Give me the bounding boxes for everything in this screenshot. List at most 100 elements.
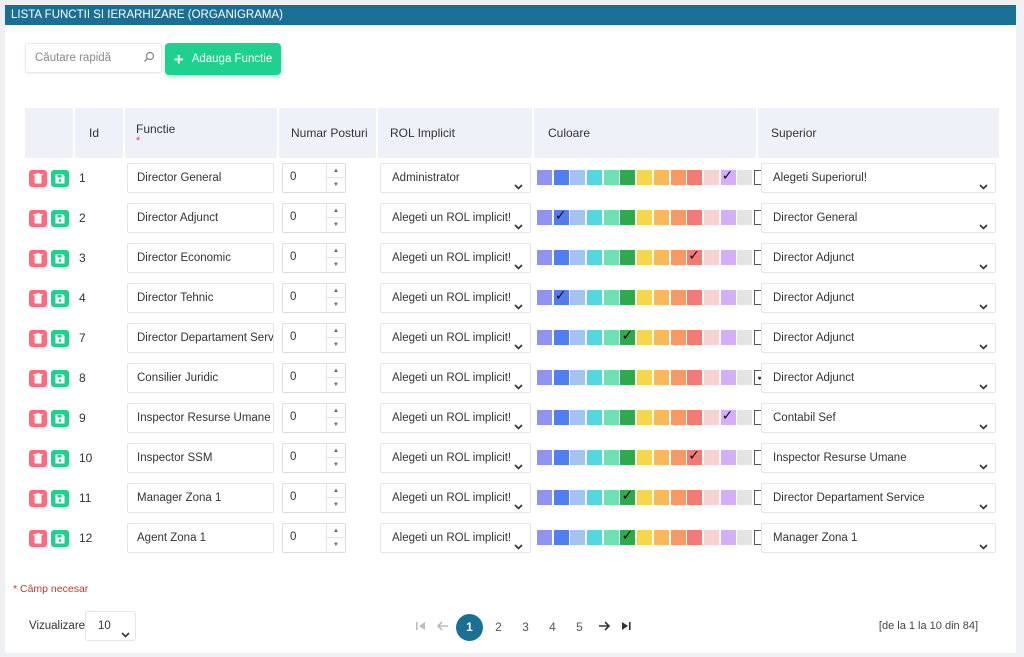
color-swatch[interactable] bbox=[570, 410, 586, 425]
color-swatch[interactable] bbox=[720, 290, 736, 305]
decrement-icon[interactable]: ▼ bbox=[333, 542, 339, 548]
color-swatch[interactable] bbox=[653, 170, 669, 185]
decrement-icon[interactable]: ▼ bbox=[333, 462, 339, 468]
save-button[interactable] bbox=[51, 410, 69, 427]
color-swatch[interactable] bbox=[537, 410, 552, 425]
color-swatch[interactable] bbox=[587, 250, 603, 265]
decrement-icon[interactable]: ▼ bbox=[333, 342, 339, 348]
superior-select[interactable]: Manager Zona 1 bbox=[761, 523, 996, 553]
color-swatch[interactable] bbox=[737, 290, 753, 305]
increment-icon[interactable]: ▲ bbox=[327, 284, 345, 298]
color-swatch[interactable] bbox=[737, 490, 753, 505]
color-swatch[interactable] bbox=[687, 330, 703, 345]
save-button[interactable] bbox=[51, 170, 69, 187]
color-swatch[interactable] bbox=[653, 290, 669, 305]
color-swatch[interactable] bbox=[720, 450, 736, 465]
color-swatch[interactable]: ✓ bbox=[687, 247, 703, 265]
function-name-input[interactable]: Inspector Resurse Umane bbox=[127, 403, 274, 433]
save-button[interactable] bbox=[51, 210, 69, 227]
color-swatch[interactable] bbox=[537, 370, 552, 385]
color-swatch[interactable] bbox=[703, 170, 719, 185]
page-5[interactable]: 5 bbox=[576, 620, 583, 634]
color-swatch[interactable] bbox=[653, 250, 669, 265]
color-swatch[interactable] bbox=[720, 250, 736, 265]
color-swatch[interactable] bbox=[670, 410, 686, 425]
color-swatch[interactable] bbox=[570, 490, 586, 505]
increment-icon[interactable]: ▲ bbox=[327, 204, 345, 218]
color-swatch[interactable] bbox=[637, 450, 653, 465]
color-swatch[interactable] bbox=[720, 530, 736, 545]
color-swatch[interactable] bbox=[653, 370, 669, 385]
color-swatch[interactable] bbox=[687, 490, 703, 505]
color-swatch[interactable] bbox=[670, 170, 686, 185]
superior-select[interactable]: Inspector Resurse Umane bbox=[761, 443, 996, 473]
color-swatch[interactable] bbox=[703, 450, 719, 465]
color-swatch[interactable] bbox=[553, 490, 569, 505]
page-3[interactable]: 3 bbox=[522, 620, 529, 634]
color-swatch[interactable] bbox=[603, 290, 619, 305]
color-swatch[interactable] bbox=[553, 530, 569, 545]
color-swatch[interactable] bbox=[603, 370, 619, 385]
color-swatch[interactable] bbox=[737, 450, 753, 465]
color-swatch[interactable]: ✓ bbox=[720, 167, 736, 185]
color-swatch[interactable] bbox=[637, 250, 653, 265]
color-swatch[interactable] bbox=[570, 530, 586, 545]
decrement-icon[interactable]: ▼ bbox=[333, 182, 339, 188]
superior-select[interactable]: Director Adjunct bbox=[761, 243, 996, 273]
color-swatch[interactable] bbox=[570, 250, 586, 265]
color-swatch[interactable] bbox=[553, 330, 569, 345]
role-select[interactable]: Alegeti un ROL implicit! bbox=[380, 363, 531, 393]
color-swatch[interactable] bbox=[737, 170, 753, 185]
decrement-icon[interactable]: ▼ bbox=[333, 502, 339, 508]
delete-button[interactable] bbox=[29, 290, 47, 307]
decrement-icon[interactable]: ▼ bbox=[333, 422, 339, 428]
color-swatch[interactable] bbox=[737, 370, 753, 385]
page-4[interactable]: 4 bbox=[549, 620, 556, 634]
delete-button[interactable] bbox=[29, 530, 47, 547]
color-swatch[interactable] bbox=[687, 530, 703, 545]
posturi-stepper[interactable]: 0 ▲ ▼ bbox=[282, 483, 346, 513]
color-swatch[interactable] bbox=[603, 490, 619, 505]
save-button[interactable] bbox=[51, 330, 69, 347]
increment-icon[interactable]: ▲ bbox=[327, 444, 345, 458]
superior-select[interactable]: Director Adjunct bbox=[761, 323, 996, 353]
first-page-icon[interactable] bbox=[410, 620, 432, 634]
color-swatch[interactable] bbox=[620, 450, 636, 465]
color-swatch[interactable]: ✓ bbox=[687, 447, 703, 465]
decrement-icon[interactable]: ▼ bbox=[333, 262, 339, 268]
posturi-stepper[interactable]: 0 ▲ ▼ bbox=[282, 403, 346, 433]
delete-button[interactable] bbox=[29, 450, 47, 467]
color-swatch[interactable] bbox=[670, 490, 686, 505]
color-swatch[interactable] bbox=[653, 450, 669, 465]
prev-page-icon[interactable] bbox=[432, 620, 454, 634]
color-swatch[interactable] bbox=[737, 410, 753, 425]
color-swatch[interactable] bbox=[670, 210, 686, 225]
decrement-icon[interactable]: ▼ bbox=[333, 222, 339, 228]
increment-icon[interactable]: ▲ bbox=[327, 364, 345, 378]
color-swatch[interactable] bbox=[637, 290, 653, 305]
color-swatch[interactable] bbox=[637, 410, 653, 425]
color-swatch[interactable] bbox=[703, 290, 719, 305]
posturi-stepper[interactable]: 0 ▲ ▼ bbox=[282, 243, 346, 273]
color-swatch[interactable] bbox=[687, 290, 703, 305]
color-swatch[interactable] bbox=[737, 330, 753, 345]
color-swatch[interactable] bbox=[620, 370, 636, 385]
posturi-stepper[interactable]: 0 ▲ ▼ bbox=[282, 523, 346, 553]
color-swatch[interactable] bbox=[637, 170, 653, 185]
save-button[interactable] bbox=[51, 370, 69, 387]
role-select[interactable]: Alegeti un ROL implicit! bbox=[380, 483, 531, 513]
color-swatch[interactable] bbox=[720, 330, 736, 345]
color-swatch[interactable]: ✓ bbox=[553, 207, 569, 225]
function-name-input[interactable]: Inspector SSM bbox=[127, 443, 274, 473]
role-select[interactable]: Alegeti un ROL implicit! bbox=[380, 403, 531, 433]
color-swatch[interactable]: ✓ bbox=[620, 487, 636, 505]
color-swatch[interactable] bbox=[703, 490, 719, 505]
role-select[interactable]: Alegeti un ROL implicit! bbox=[380, 283, 531, 313]
role-select[interactable]: Alegeti un ROL implicit! bbox=[380, 443, 531, 473]
color-swatch[interactable] bbox=[737, 250, 753, 265]
color-swatch[interactable] bbox=[670, 370, 686, 385]
superior-select[interactable]: Alegeti Superiorul! bbox=[761, 163, 996, 193]
page-size-select[interactable]: 10 bbox=[85, 611, 136, 641]
color-swatch[interactable] bbox=[537, 170, 552, 185]
color-swatch[interactable] bbox=[570, 290, 586, 305]
